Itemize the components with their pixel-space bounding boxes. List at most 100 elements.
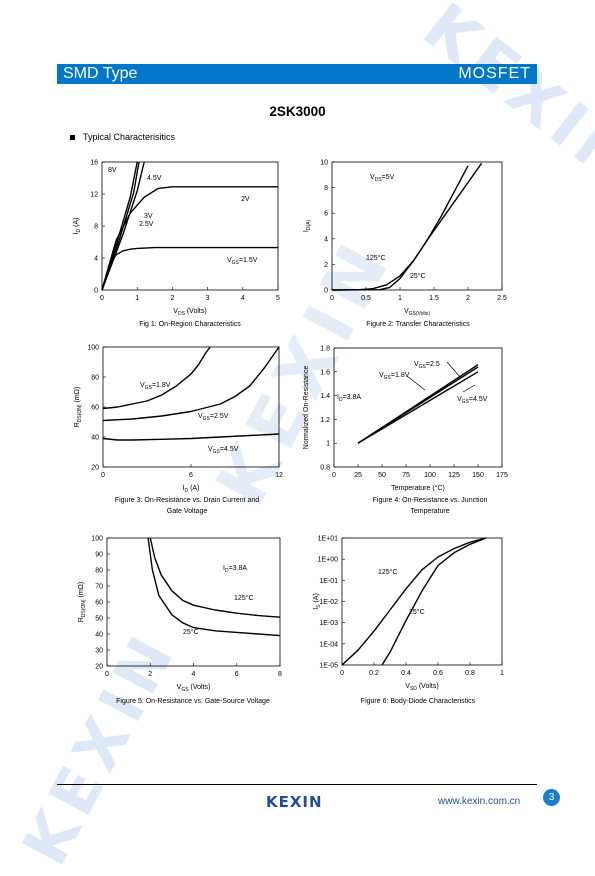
x-tick-label: 1 bbox=[135, 295, 139, 302]
y-tick-label: 12 bbox=[90, 192, 98, 199]
y-tick-label: 4 bbox=[324, 236, 328, 243]
y-axis-label: ID(A) bbox=[303, 220, 312, 233]
y-tick-label: 1E-04 bbox=[319, 641, 338, 648]
y-tick-label: 30 bbox=[95, 648, 103, 655]
series-line bbox=[381, 537, 487, 666]
leader-line bbox=[406, 375, 426, 391]
x-tick-label: 4 bbox=[192, 671, 196, 678]
y-tick-label: 90 bbox=[95, 552, 103, 559]
x-tick-label: 0.6 bbox=[433, 670, 443, 677]
part-number-title: 2SK3000 bbox=[269, 104, 326, 119]
chart-annotation: VGS=1.5V bbox=[227, 257, 258, 266]
y-tick-label: 1.6 bbox=[320, 369, 330, 376]
y-tick-label: 100 bbox=[91, 536, 103, 543]
y-tick-label: 1.4 bbox=[320, 393, 330, 400]
chart-caption: Figure 5: On-Resistance vs. Gate-Source … bbox=[116, 698, 270, 705]
x-tick-label: 25 bbox=[354, 472, 362, 479]
header-bar: SMD Type MOSFET bbox=[57, 64, 537, 84]
x-tick-label: 0.8 bbox=[465, 670, 475, 677]
chart-caption: Figure 6: Body-Diode Characteristics bbox=[361, 698, 476, 705]
y-tick-label: 1E-03 bbox=[319, 620, 338, 627]
y-tick-label: 6 bbox=[324, 211, 328, 218]
x-tick-label: 150 bbox=[472, 472, 484, 479]
section-title: Typical Characterisitics bbox=[83, 132, 176, 142]
x-axis-label: ID (A) bbox=[183, 485, 200, 494]
y-tick-label: 1E+00 bbox=[318, 557, 339, 564]
chart-annotation: VGS=2.5V bbox=[198, 413, 229, 422]
chart-annotation: 8V bbox=[108, 167, 117, 174]
chart-caption: Figure 2: Transfer Characteristics bbox=[366, 321, 470, 328]
y-tick-label: 1E-05 bbox=[319, 663, 338, 670]
y-axis-label: RDS(ON) (mΩ) bbox=[74, 387, 83, 428]
y-tick-label: 20 bbox=[91, 465, 99, 472]
y-tick-label: 0 bbox=[324, 288, 328, 295]
x-tick-label: 125 bbox=[448, 472, 460, 479]
series-line bbox=[101, 246, 278, 291]
x-tick-label: 1.5 bbox=[429, 295, 439, 302]
x-axis-label: VDS (Volts) bbox=[173, 308, 206, 317]
x-tick-label: 175 bbox=[496, 472, 508, 479]
chart-annotation: VGS=1.8V bbox=[379, 372, 410, 381]
plot-frame bbox=[106, 537, 281, 667]
leader-line bbox=[446, 361, 461, 378]
y-tick-label: 20 bbox=[95, 664, 103, 671]
y-tick-label: 80 bbox=[95, 568, 103, 575]
x-tick-label: 12 bbox=[275, 472, 283, 479]
x-tick-label: 5 bbox=[276, 295, 280, 302]
leader-line bbox=[462, 384, 476, 393]
chart-transfer: 0 0.5 1 1.5 2 2.5 0 2 4 6 8 10 VGS(Volts) ID(A) VDS=5… bbox=[303, 160, 507, 329]
x-tick-label: 0 bbox=[101, 472, 105, 479]
x-axis-label: VGS(Volts) bbox=[404, 308, 430, 317]
y-tick-label: 40 bbox=[95, 632, 103, 639]
y-tick-label: 80 bbox=[91, 375, 99, 382]
chart-annotation: VGS=4.5V bbox=[208, 446, 239, 455]
series-line bbox=[147, 537, 281, 637]
y-tick-label: 16 bbox=[90, 160, 98, 167]
x-tick-label: 2 bbox=[466, 295, 470, 302]
x-tick-label: 6 bbox=[189, 472, 193, 479]
chart-annotation: ID=3.8A bbox=[337, 394, 361, 403]
chart-annotation: ID=3.8A bbox=[223, 565, 247, 574]
chart-caption: Figure 4: On-Resistance vs. Junction bbox=[373, 497, 488, 504]
header-category-label: MOSFET bbox=[458, 65, 531, 82]
y-tick-label: 1 bbox=[326, 441, 330, 448]
y-axis-label: Normalized On-Resistance bbox=[303, 366, 310, 450]
series-line bbox=[102, 346, 280, 422]
x-tick-label: 0 bbox=[100, 295, 104, 302]
y-tick-label: 1E-02 bbox=[319, 599, 338, 606]
brand-logo: KEXIN bbox=[266, 793, 323, 811]
chart-annotation: VGS=1.8V bbox=[140, 382, 171, 391]
y-tick-label: 60 bbox=[91, 405, 99, 412]
plot-frame bbox=[341, 537, 503, 666]
x-axis-label: VGS (Volts) bbox=[177, 684, 211, 693]
x-tick-label: 0 bbox=[332, 472, 336, 479]
chart-caption: Temperature bbox=[410, 508, 449, 515]
chart-annotation: 125°C bbox=[366, 254, 386, 262]
x-tick-label: 2 bbox=[148, 671, 152, 678]
x-tick-label: 0 bbox=[340, 670, 344, 677]
chart-annotation: 125°C bbox=[378, 568, 398, 576]
footer-divider bbox=[57, 784, 537, 785]
y-tick-label: 60 bbox=[95, 600, 103, 607]
website-link[interactable]: www.kexin.com.cn bbox=[438, 796, 521, 807]
page-number-badge: 3 bbox=[543, 789, 560, 806]
chart-annotation: 25°C bbox=[183, 628, 199, 636]
chart-annotation: 25°C bbox=[409, 608, 425, 616]
y-tick-label: 0.8 bbox=[320, 465, 330, 472]
x-tick-label: 100 bbox=[424, 472, 436, 479]
y-tick-label: 1E+01 bbox=[318, 536, 339, 543]
header-type-label: SMD Type bbox=[63, 65, 138, 82]
series-line bbox=[331, 165, 469, 291]
x-tick-label: 0 bbox=[330, 295, 334, 302]
x-tick-label: 0.2 bbox=[369, 670, 379, 677]
chart-onres-vs-current: 0 6 12 20 40 60 80 100 ID (A) RDS(ON) (mΩ) VGS=1.… bbox=[74, 345, 283, 516]
x-tick-label: 3 bbox=[206, 295, 210, 302]
y-tick-label: 1.2 bbox=[320, 417, 330, 424]
series-line bbox=[102, 346, 211, 410]
y-tick-label: 8 bbox=[94, 224, 98, 231]
x-axis-label: Temperature (°C) bbox=[391, 484, 445, 492]
chart-annotation: 4.5V bbox=[147, 175, 162, 182]
chart-caption: Figure 3: On-Resistance vs. Drain Curren… bbox=[115, 497, 259, 504]
y-axis-label: ID (A) bbox=[73, 218, 82, 235]
